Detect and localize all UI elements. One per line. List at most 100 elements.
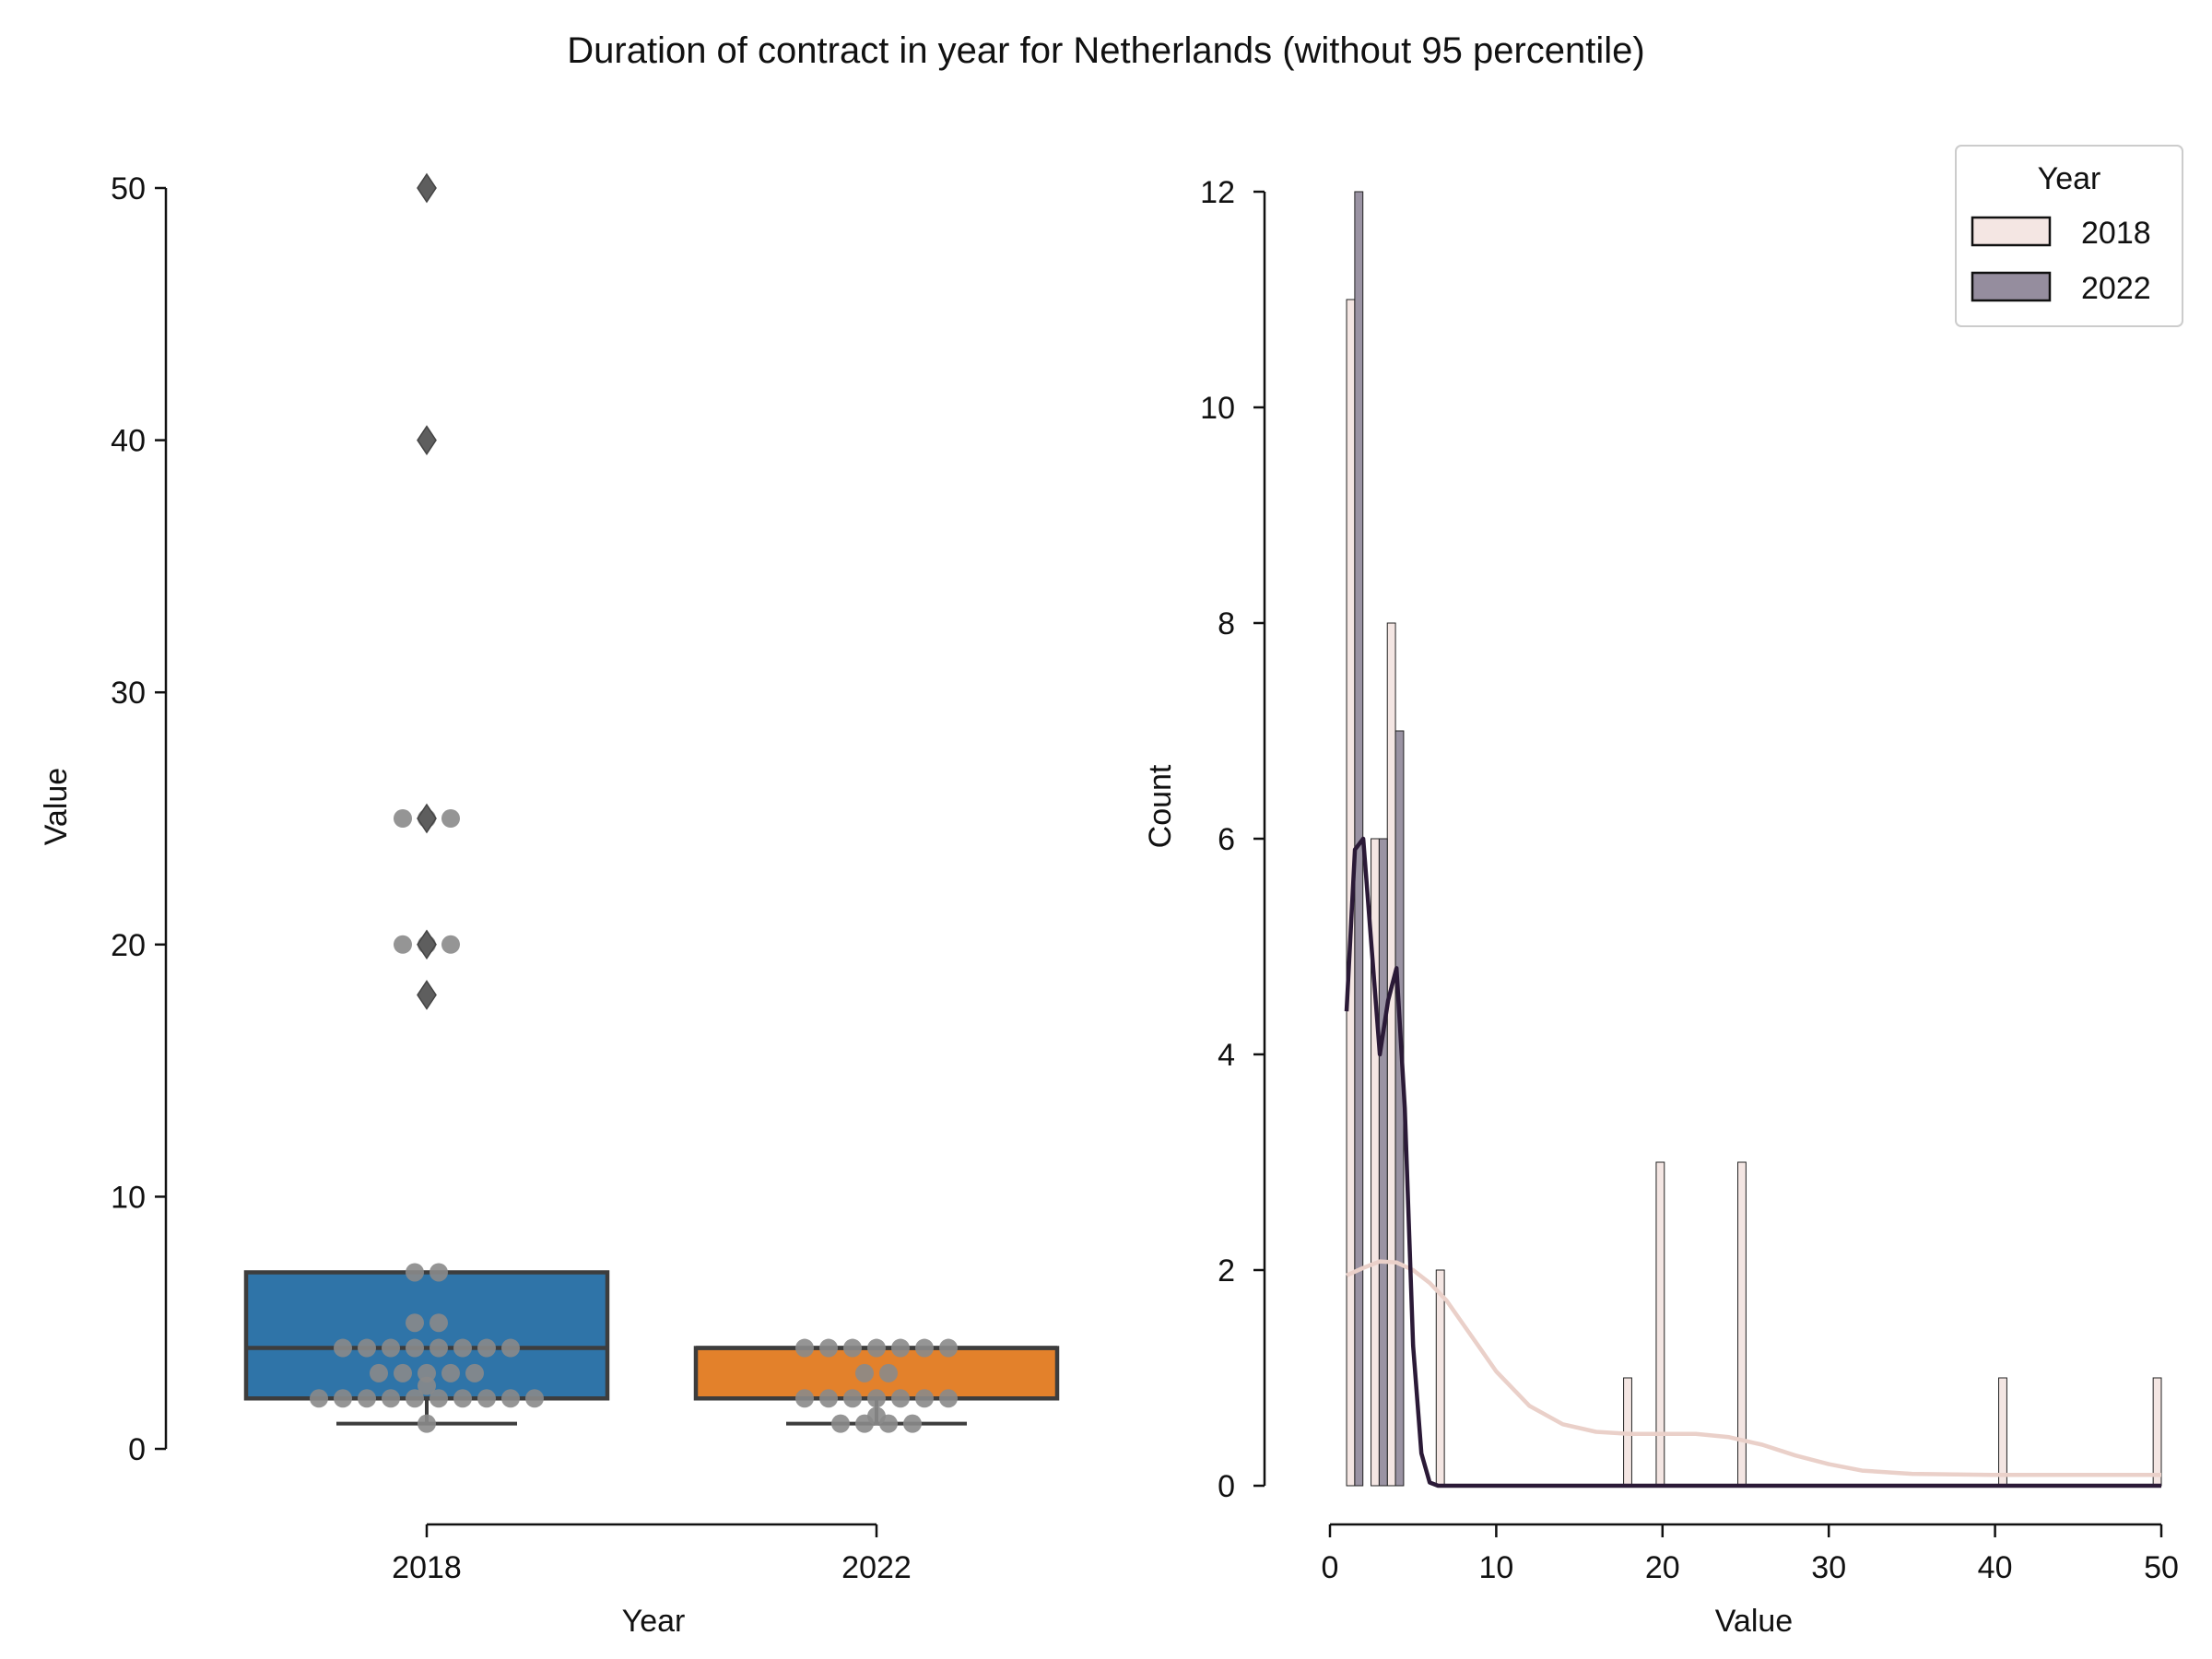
- swarm-point-2018: [394, 1363, 412, 1382]
- legend-swatch-2022: [1971, 271, 2052, 302]
- left-x-tick-label: 2022: [841, 1550, 912, 1585]
- right-x-tick-label: 30: [1811, 1550, 1846, 1585]
- swarm-point-2018: [334, 1389, 352, 1408]
- swarm-point-2018: [453, 1389, 472, 1408]
- legend-label-2022: 2022: [2081, 271, 2151, 306]
- swarm-point-2022: [939, 1338, 958, 1358]
- swarm-point-2022: [891, 1338, 910, 1358]
- right-y-tick-label: 10: [1200, 391, 1235, 426]
- swarm-point-2018: [370, 1363, 388, 1382]
- hist-bar-2018: [1435, 1269, 1445, 1487]
- left-x-tick-label: 2018: [392, 1550, 462, 1585]
- chart-title: Duration of contract in year for Netherl…: [567, 30, 1644, 71]
- swarm-point-2022: [819, 1389, 838, 1408]
- left-y-tick-label: 40: [111, 424, 146, 459]
- swarm-point-2022: [915, 1389, 934, 1408]
- swarm-point-2018: [406, 1263, 424, 1282]
- swarm-point-2022: [903, 1414, 922, 1433]
- swarm-point-2018: [477, 1338, 496, 1358]
- hist-bar-2018: [1998, 1377, 2007, 1487]
- legend-swatch-2018: [1971, 216, 2052, 247]
- kde-line-2018: [1346, 1259, 2161, 1477]
- swarm-point-2022: [831, 1414, 850, 1433]
- swarm-point-2018: [358, 1389, 376, 1408]
- swarm-point-2022: [795, 1389, 814, 1408]
- swarm-point-2018: [429, 1389, 448, 1408]
- swarm-point-2018: [358, 1338, 376, 1358]
- kde-line-2022: [1344, 836, 2161, 1488]
- flier-2018: [417, 803, 437, 834]
- swarm-point-2022: [819, 1338, 838, 1358]
- swarm-point-2022: [867, 1338, 886, 1358]
- right-y-tick-label: 6: [1218, 822, 1235, 857]
- right-x-axis-label: Value: [1715, 1604, 1793, 1639]
- swarm-point-2022: [939, 1389, 958, 1408]
- right-x-tick-label: 40: [1978, 1550, 2013, 1585]
- flier-2018: [417, 172, 437, 204]
- hist-bar-2022: [1378, 838, 1388, 1487]
- histogram-panel: 0 2 4 6 8 10 12 0 10 20 30 40 50 Count Value Year 20…: [1143, 145, 2183, 1639]
- right-x-tick-label: 50: [2144, 1550, 2179, 1585]
- hist-bar-2018: [2152, 1377, 2162, 1487]
- swarm-point-2018: [501, 1338, 520, 1358]
- swarm-point-2022: [891, 1389, 910, 1408]
- right-x-tick-label: 10: [1478, 1550, 1513, 1585]
- swarm-point-2018: [406, 1338, 424, 1358]
- swarm-point-2018: [418, 1363, 436, 1382]
- swarm-point-2018: [394, 809, 412, 828]
- boxplot-panel: 0 10 20 30 40 50 2018 2022 Value Year: [39, 171, 1060, 1639]
- swarm-point-2018: [429, 1263, 448, 1282]
- hist-bar-2018: [1386, 622, 1396, 1487]
- swarm-point-2018: [429, 1313, 448, 1333]
- swarm-point-2018: [453, 1338, 472, 1358]
- swarm-point-2018: [465, 1363, 484, 1382]
- swarm-point-2018: [429, 1338, 448, 1358]
- left-y-tick-label: 20: [111, 928, 146, 963]
- legend-title: Year: [2038, 161, 2101, 196]
- swarm-point-2022: [915, 1338, 934, 1358]
- left-y-tick-label: 10: [111, 1180, 146, 1215]
- swarm-point-2018: [477, 1389, 496, 1408]
- swarm-point-2022: [843, 1338, 862, 1358]
- swarm-point-2018: [382, 1338, 400, 1358]
- swarm-point-2018: [382, 1389, 400, 1408]
- swarm-point-2018: [310, 1389, 328, 1408]
- right-y-tick-label: 12: [1200, 175, 1235, 210]
- swarm-point-2018: [501, 1389, 520, 1408]
- flier-2018: [417, 980, 437, 1010]
- left-y-tick-label: 30: [111, 676, 146, 711]
- right-y-tick-label: 8: [1218, 606, 1235, 641]
- swarm-point-2018: [441, 935, 460, 954]
- legend: Year 2018 2022: [1955, 145, 2183, 327]
- left-y-axis-label: Value: [39, 768, 74, 845]
- right-y-tick-label: 4: [1218, 1038, 1235, 1073]
- right-y-axis-label: Count: [1143, 764, 1178, 848]
- swarm-point-2018: [418, 1376, 436, 1395]
- flier-2018: [417, 929, 437, 960]
- hist-bar-2018: [1655, 1161, 1665, 1487]
- right-y-tick-label: 2: [1218, 1253, 1235, 1288]
- right-y-tick-label: 0: [1218, 1469, 1235, 1504]
- swarm-point-2022: [843, 1389, 862, 1408]
- swarm-point-2022: [795, 1338, 814, 1358]
- swarm-point-2018: [406, 1389, 424, 1408]
- swarm-point-2018: [406, 1313, 424, 1333]
- swarm-point-2018: [394, 935, 412, 954]
- swarm-point-2018: [334, 1338, 352, 1358]
- swarm-point-2018: [418, 1414, 436, 1433]
- swarm-point-2022: [867, 1389, 886, 1408]
- swarm-point-2022: [867, 1406, 886, 1426]
- swarm-point-2022: [879, 1363, 898, 1382]
- left-x-axis-label: Year: [622, 1604, 686, 1639]
- hist-bar-2018: [1737, 1161, 1747, 1487]
- swarm-point-2018: [441, 1363, 460, 1382]
- left-y-tick-label: 50: [111, 171, 146, 206]
- left-y-tick-label: 0: [128, 1432, 146, 1467]
- legend-label-2018: 2018: [2081, 216, 2151, 251]
- swarm-point-2022: [855, 1363, 874, 1382]
- swarm-point-2018: [441, 809, 460, 828]
- right-x-tick-label: 20: [1645, 1550, 1680, 1585]
- right-x-tick-label: 0: [1322, 1550, 1339, 1585]
- hist-bar-2022: [1394, 730, 1405, 1487]
